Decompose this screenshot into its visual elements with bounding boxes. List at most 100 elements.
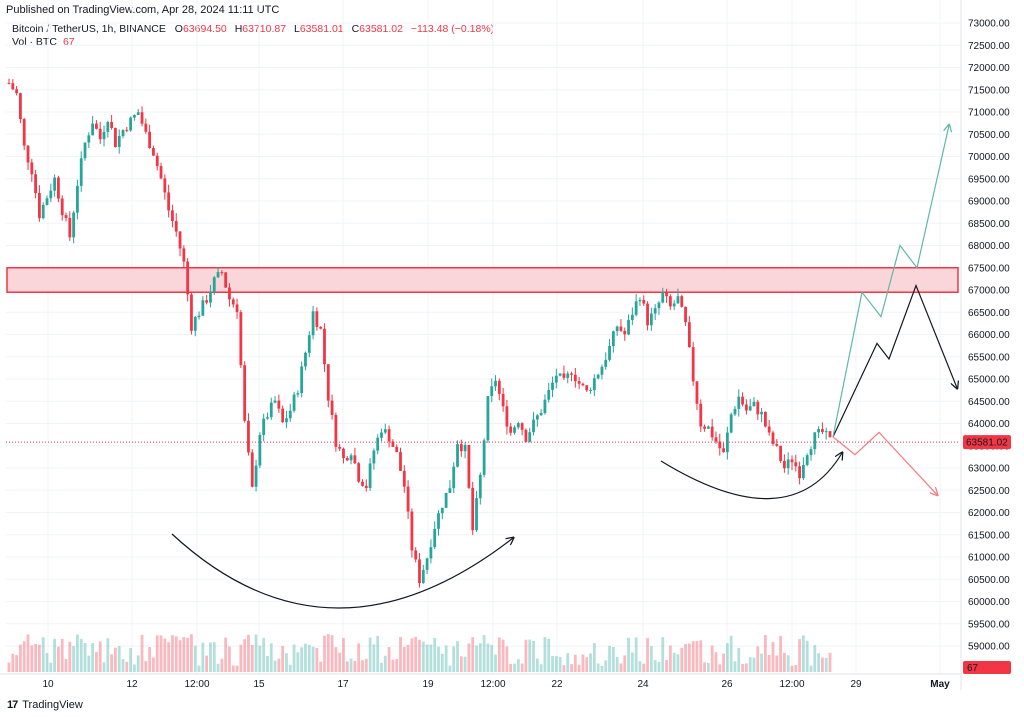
- volume-bar: [231, 665, 235, 672]
- candle-body: [87, 135, 91, 143]
- y-tick-label: 68500.00: [968, 219, 1010, 230]
- volume-bar: [459, 656, 463, 672]
- volume-bar: [801, 635, 805, 672]
- candle-body: [798, 466, 801, 479]
- candle-body: [106, 121, 110, 132]
- candle-body: [786, 459, 790, 469]
- candle-body: [167, 192, 171, 211]
- volume-bar: [627, 637, 630, 672]
- candle-body: [64, 215, 68, 218]
- candle-body: [72, 212, 76, 238]
- volume-bar: [353, 661, 357, 672]
- candle-body: [684, 306, 687, 323]
- candle-body: [760, 411, 763, 415]
- volume-bar: [471, 637, 475, 672]
- volume-bar: [748, 657, 752, 672]
- candle-body: [809, 449, 813, 456]
- volume-bar: [786, 655, 790, 672]
- candle-body: [592, 378, 596, 391]
- candle-body: [296, 393, 300, 395]
- candle-body: [79, 158, 83, 186]
- candle-body: [699, 403, 703, 427]
- volume-bar: [258, 645, 262, 672]
- volume-bar: [167, 642, 171, 672]
- volume-tag: 67: [963, 661, 1011, 674]
- volume-bar: [653, 660, 657, 672]
- price-axis[interactable]: 59000.00 59500.00 60000.00 60500.00 61000.00…: [968, 19, 1010, 653]
- candle-body: [642, 299, 646, 304]
- volume-bar: [269, 643, 273, 672]
- candle-body: [186, 261, 190, 295]
- candle-body: [361, 481, 364, 486]
- volume-bar: [323, 635, 326, 672]
- candle-body: [509, 426, 513, 433]
- volume-bar: [15, 655, 19, 672]
- volume-bar: [22, 641, 26, 672]
- candle-body: [140, 112, 144, 124]
- candle-body: [573, 374, 577, 382]
- candle-body: [813, 432, 817, 450]
- volume-bar: [630, 652, 634, 672]
- candle-body: [824, 431, 828, 433]
- x-tick-label: 29: [850, 679, 862, 690]
- volume-bar: [790, 665, 794, 672]
- candle-body: [26, 145, 30, 163]
- candle-body: [501, 393, 505, 407]
- volume-bar: [361, 660, 364, 672]
- candle-body: [258, 434, 262, 466]
- candle-body: [380, 432, 383, 438]
- candle-body: [661, 292, 665, 303]
- candle-body: [448, 488, 452, 493]
- candle-body: [710, 426, 714, 438]
- candle-body: [623, 330, 627, 335]
- volume-bar: [779, 635, 782, 672]
- y-tick-label: 71500.00: [968, 85, 1010, 96]
- volume-bar: [467, 643, 471, 672]
- volume-bar: [288, 664, 292, 672]
- time-axis[interactable]: 10 12 12:00 15 17 19 12:00 22 24 26 12:00 29 May: [42, 679, 950, 690]
- volume-tag-bg: [963, 661, 1011, 674]
- volume-bar: [687, 643, 691, 672]
- candle-body: [756, 401, 760, 415]
- volume-bar: [817, 653, 820, 672]
- candle-body: [817, 429, 820, 433]
- candle-body: [224, 272, 228, 288]
- candle-body: [364, 485, 368, 488]
- candle-body: [421, 569, 425, 584]
- volume-bar: [505, 646, 509, 672]
- candle-body: [687, 322, 691, 348]
- candle-body: [581, 383, 585, 386]
- volume-bar: [448, 665, 452, 672]
- y-tick-label: 66000.00: [968, 330, 1010, 341]
- candle-body: [820, 429, 824, 432]
- candle-body: [547, 389, 551, 400]
- volume-bar: [558, 657, 562, 672]
- candle-body: [444, 492, 448, 508]
- candle-body: [668, 296, 672, 307]
- close-label: C: [351, 23, 360, 35]
- volume-bar: [243, 639, 247, 672]
- y-tick-label: 68000.00: [968, 241, 1010, 252]
- x-tick-label: 26: [721, 679, 733, 690]
- x-tick-label: 12:00: [480, 679, 505, 690]
- candle-body: [779, 445, 782, 461]
- volume-bar: [334, 647, 338, 672]
- y-tick-label: 72000.00: [968, 63, 1010, 74]
- candle-body: [570, 373, 573, 375]
- y-tick-label: 67000.00: [968, 286, 1010, 297]
- volume-bar: [676, 654, 680, 672]
- candle-body: [657, 302, 661, 309]
- x-tick-label: 22: [551, 679, 563, 690]
- volume-bar: [186, 637, 190, 672]
- y-tick-label: 64500.00: [968, 397, 1010, 408]
- candle-body: [53, 177, 57, 191]
- candle-body: [520, 423, 524, 430]
- symbol-title: Bitcoin / TetherUS, 1h, BINANCE: [12, 23, 166, 35]
- volume-bar: [581, 654, 585, 672]
- volume-bar: [163, 638, 167, 672]
- volume-bar: [661, 637, 665, 672]
- volume-bar: [91, 642, 95, 672]
- candle-body: [376, 437, 380, 451]
- candle-body: [83, 142, 87, 159]
